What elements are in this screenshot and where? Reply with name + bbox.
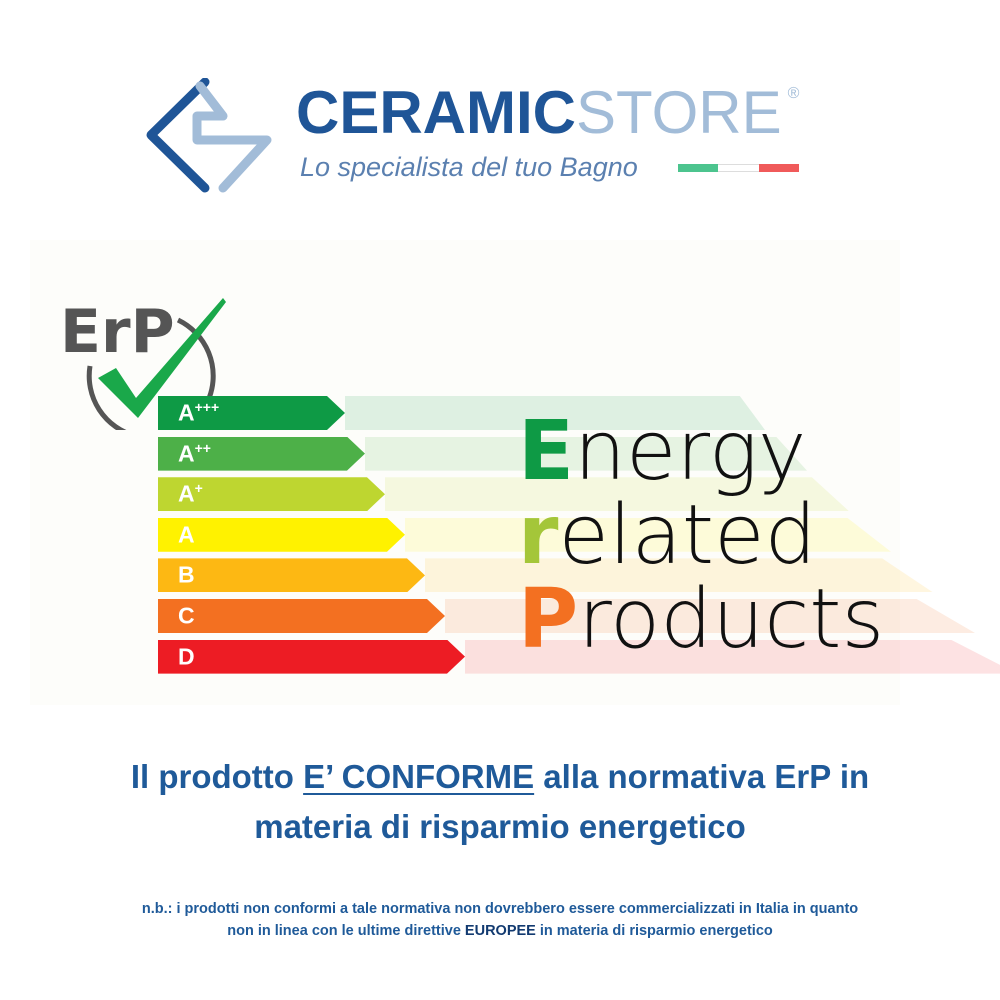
word-products: Products: [518, 572, 885, 667]
energy-class-label: A+: [178, 480, 203, 507]
erp-logo: ErP: [58, 290, 233, 441]
energy-class-band: [465, 639, 1000, 674]
energy-class-label: A: [178, 521, 195, 548]
energy-class-bar: A++: [158, 436, 365, 471]
energy-class-band: [425, 558, 933, 593]
energy-class-label: A++: [178, 439, 211, 467]
registered-mark: ®: [787, 85, 800, 102]
erp-logo-text: ErP: [60, 297, 175, 367]
energy-class-bar: B: [158, 558, 425, 593]
energy-class-label: D: [178, 643, 195, 670]
word-energy: Energy: [518, 404, 807, 499]
energy-class-bar: A+: [158, 477, 385, 512]
energy-class-band: [445, 599, 975, 633]
energy-class-bar: A: [158, 517, 405, 552]
brand-name: CERAMICSTORE: [296, 79, 782, 146]
energy-class-bar: D: [158, 639, 465, 674]
footnote: n.b.: i prodotti non conformi a tale nor…: [141, 901, 859, 939]
italian-flag-icon: [678, 164, 799, 172]
brand-tagline: Lo specialista del tuo Bagno: [300, 152, 638, 182]
energy-class-band: [345, 396, 765, 430]
brand-logo-icon: [145, 77, 275, 198]
energy-class-band: [385, 477, 849, 512]
energy-class-band: [365, 436, 807, 471]
energy-class-bar: C: [158, 599, 445, 633]
energy-class-label: A+++: [178, 399, 220, 426]
erp-words: Energy related Products: [518, 410, 884, 662]
energy-class-bar: A+++: [158, 396, 345, 430]
energy-class-band: [405, 517, 891, 552]
brand-wordmark: CERAMICSTORE ®: [296, 78, 799, 148]
compliance-headline: Il prodotto E’ CONFORME alla normativa E…: [130, 758, 870, 845]
check-mark-icon: [98, 298, 226, 418]
energy-class-label: B: [178, 562, 195, 589]
word-related: related: [518, 488, 817, 583]
energy-class-label: C: [178, 602, 195, 629]
